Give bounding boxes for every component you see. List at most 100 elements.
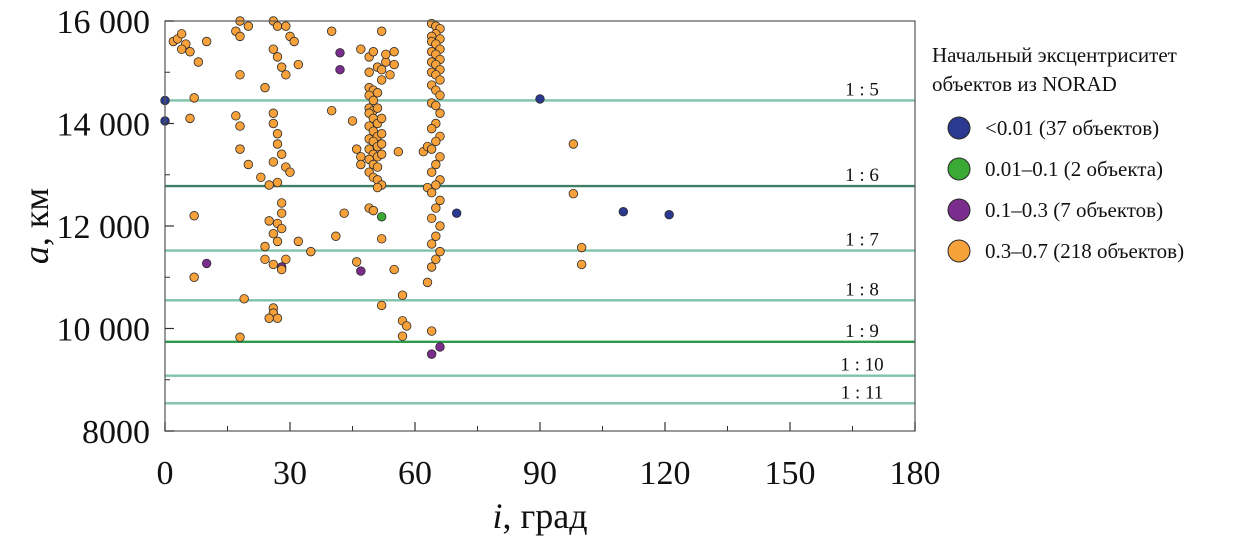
data-point-s4-75 bbox=[368, 47, 379, 57]
legend: Начальный эксцентриситет объектов из NOR… bbox=[932, 43, 1184, 263]
data-point-s4-5 bbox=[185, 47, 195, 57]
data-point-s4-178 bbox=[568, 189, 579, 199]
x-tick-label-150: 150 bbox=[765, 455, 816, 492]
data-point-s4-45 bbox=[272, 177, 283, 188]
data-point-s4-25 bbox=[272, 21, 283, 31]
data-point-s4-161 bbox=[426, 144, 437, 154]
data-point-s4-38 bbox=[272, 139, 283, 149]
legend-marker-1 bbox=[947, 116, 971, 140]
resonance-label-4: 1 : 8 bbox=[845, 279, 879, 300]
legend-label-1: <0.01 (37 объектов) bbox=[985, 116, 1159, 140]
y-axis-title: a, км bbox=[16, 188, 56, 264]
y-tick-label-10000: 10 000 bbox=[57, 312, 151, 349]
data-point-s4-99 bbox=[372, 162, 383, 172]
data-point-s4-116 bbox=[376, 75, 387, 85]
data-point-s4-62 bbox=[264, 313, 274, 323]
data-point-s4-82 bbox=[368, 95, 379, 106]
data-point-s3-7 bbox=[435, 342, 445, 352]
data-point-s4-162 bbox=[435, 152, 445, 162]
data-point-s4-167 bbox=[426, 187, 437, 198]
data-point-s4-39 bbox=[276, 149, 287, 159]
data-point-s4-171 bbox=[435, 221, 445, 231]
data-point-s4-174 bbox=[435, 246, 445, 257]
data-point-s4-123 bbox=[389, 264, 399, 275]
data-point-s4-3 bbox=[176, 29, 187, 39]
legend-marker-3 bbox=[947, 198, 971, 222]
data-point-s4-120 bbox=[389, 59, 399, 70]
data-point-s4-11 bbox=[189, 211, 199, 221]
data-point-s4-65 bbox=[326, 105, 337, 116]
data-point-s4-9 bbox=[185, 113, 195, 124]
data-point-s4-18 bbox=[231, 111, 241, 121]
data-point-s4-107 bbox=[372, 103, 383, 113]
data-point-s4-68 bbox=[347, 116, 358, 126]
data-point-s4-52 bbox=[272, 236, 283, 247]
data-point-s4-71 bbox=[356, 159, 366, 170]
data-point-s4-110 bbox=[376, 139, 387, 149]
data-point-s4-44 bbox=[264, 180, 274, 190]
legend-label-4: 0.3–0.7 (218 объектов) bbox=[985, 239, 1184, 263]
data-point-s4-124 bbox=[397, 290, 408, 300]
data-point-s4-81 bbox=[372, 88, 383, 98]
data-point-s4-158 bbox=[426, 123, 437, 134]
resonance-label-2: 1 : 6 bbox=[845, 165, 879, 186]
data-point-s4-10 bbox=[189, 93, 199, 103]
data-point-s4-33 bbox=[293, 59, 304, 70]
data-point-s4-42 bbox=[285, 167, 295, 177]
data-point-s4-59 bbox=[306, 246, 316, 257]
data-point-s4-106 bbox=[368, 205, 379, 216]
data-point-s4-119 bbox=[385, 70, 395, 80]
data-point-s4-126 bbox=[401, 321, 412, 331]
data-point-s4-23 bbox=[235, 332, 245, 342]
data-point-s4-104 bbox=[372, 182, 383, 193]
x-axis-title: i, град bbox=[492, 496, 587, 536]
data-point-s4-177 bbox=[568, 139, 579, 149]
data-point-s4-12 bbox=[189, 272, 199, 282]
data-point-s4-76 bbox=[364, 67, 374, 77]
data-point-s3-3 bbox=[201, 258, 212, 269]
data-point-s4-169 bbox=[431, 203, 441, 213]
data-point-s4-164 bbox=[426, 167, 437, 177]
data-point-s4-20 bbox=[235, 144, 245, 154]
data-point-s4-173 bbox=[426, 239, 437, 249]
data-point-s4-43 bbox=[256, 172, 266, 183]
data-point-s4-73 bbox=[356, 44, 366, 54]
data-point-s4-118 bbox=[376, 300, 387, 311]
data-point-s4-30 bbox=[281, 70, 291, 80]
data-point-s4-153 bbox=[435, 90, 445, 101]
data-point-s4-113 bbox=[381, 49, 391, 60]
resonance-lines: 1 : 5 1 : 6 1 : 7 1 : 8 1 : 9 1 : 10 1 : 11 bbox=[165, 79, 915, 405]
resonance-label-3: 1 : 7 bbox=[845, 230, 879, 251]
data-point-s4-170 bbox=[426, 213, 437, 224]
data-point-s4-117 bbox=[376, 234, 387, 244]
data-point-s4-109 bbox=[376, 129, 387, 139]
data-point-s4-111 bbox=[376, 149, 387, 159]
data-point-s4-156 bbox=[435, 108, 445, 118]
data-point-s4-180 bbox=[576, 259, 587, 270]
data-point-s4-160 bbox=[431, 136, 441, 147]
x-tick-label-0: 0 bbox=[157, 455, 174, 492]
legend-label-2: 0.01–0.1 (2 объекта) bbox=[985, 157, 1163, 181]
data-point-s4-64 bbox=[326, 26, 337, 36]
data-point-s4-40 bbox=[268, 157, 279, 167]
data-point-s4-21 bbox=[243, 159, 254, 170]
data-point-s4-6 bbox=[176, 44, 187, 54]
data-point-s4-34 bbox=[268, 108, 279, 118]
data-point-s4-7 bbox=[193, 57, 204, 67]
axis-ticks: 0 30 60 90 120 150 180 8000 10 000 12 000 14 000 16… bbox=[57, 4, 941, 492]
resonance-label-7: 1 : 11 bbox=[841, 382, 884, 403]
data-point-s1-4 bbox=[451, 208, 462, 218]
legend-marker-4 bbox=[947, 239, 971, 263]
data-point-s4-14 bbox=[243, 21, 254, 31]
data-point-s4-27 bbox=[268, 44, 279, 54]
data-point-s3-5 bbox=[356, 266, 366, 276]
data-point-s4-168 bbox=[435, 195, 445, 206]
data-point-s4-58 bbox=[293, 236, 304, 247]
data-points bbox=[160, 16, 674, 359]
data-point-s3-2 bbox=[335, 64, 345, 75]
data-point-s4-67 bbox=[339, 208, 349, 218]
data-point-s4-115 bbox=[376, 64, 387, 75]
data-point-s4-63 bbox=[272, 313, 283, 323]
data-point-s1-5 bbox=[618, 206, 629, 217]
